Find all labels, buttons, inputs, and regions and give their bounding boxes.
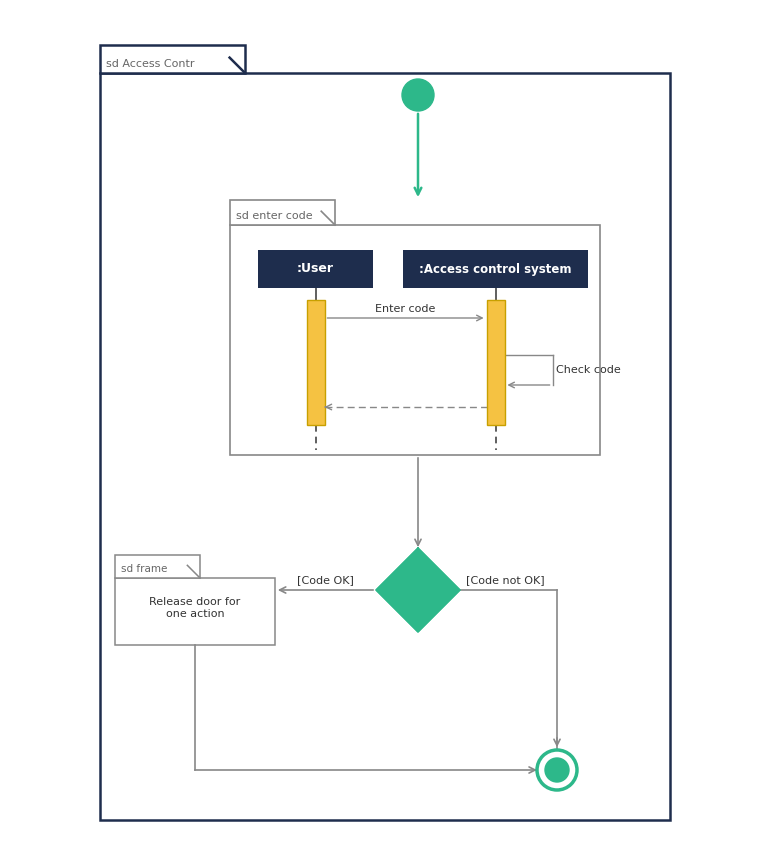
Bar — [100, 73, 670, 820]
Polygon shape — [376, 548, 460, 632]
Text: sd frame: sd frame — [121, 564, 167, 574]
Text: :User: :User — [297, 262, 334, 275]
Bar — [100, 45, 245, 73]
Text: [Code OK]: [Code OK] — [297, 575, 354, 585]
Bar — [230, 200, 335, 225]
Bar — [487, 300, 504, 425]
Bar — [230, 225, 600, 455]
Circle shape — [402, 79, 434, 111]
Bar — [403, 250, 588, 288]
Text: Release door for
one action: Release door for one action — [150, 597, 241, 619]
Circle shape — [545, 758, 569, 782]
Text: sd Access Contr: sd Access Contr — [106, 59, 194, 69]
Text: Check code: Check code — [557, 365, 621, 375]
Text: [Code not OK]: [Code not OK] — [466, 575, 544, 585]
Bar — [258, 250, 373, 288]
Bar — [115, 578, 275, 645]
Bar — [115, 555, 200, 578]
Text: :Access control system: :Access control system — [419, 262, 572, 275]
Bar — [307, 300, 325, 425]
Text: sd enter code: sd enter code — [236, 211, 312, 221]
Text: Enter code: Enter code — [375, 304, 436, 314]
Circle shape — [537, 750, 577, 790]
